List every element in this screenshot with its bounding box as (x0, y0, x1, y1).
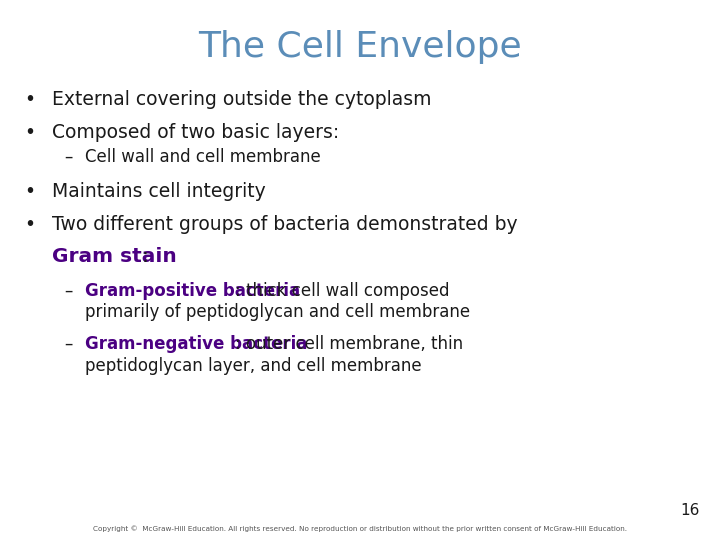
Text: Copyright ©  McGraw-Hill Education. All rights reserved. No reproduction or dist: Copyright © McGraw-Hill Education. All r… (93, 525, 627, 532)
Text: •: • (24, 182, 35, 201)
Text: :: : (142, 247, 149, 266)
Text: Composed of two basic layers:: Composed of two basic layers: (52, 123, 339, 142)
Text: –: – (64, 282, 72, 300)
Text: Cell wall and cell membrane: Cell wall and cell membrane (85, 148, 320, 166)
Text: •: • (24, 215, 35, 234)
Text: •: • (24, 123, 35, 142)
Text: –: – (64, 148, 72, 166)
Text: Maintains cell integrity: Maintains cell integrity (52, 182, 266, 201)
Text: Gram-positive bacteria: Gram-positive bacteria (85, 282, 300, 300)
Text: –: – (64, 335, 72, 353)
Text: Gram stain: Gram stain (52, 247, 176, 266)
Text: peptidoglycan layer, and cell membrane: peptidoglycan layer, and cell membrane (85, 357, 422, 375)
Text: : thick cell wall composed: : thick cell wall composed (235, 282, 449, 300)
Text: The Cell Envelope: The Cell Envelope (198, 30, 522, 64)
Text: : outer cell membrane, thin: : outer cell membrane, thin (235, 335, 463, 353)
Text: Gram-negative bacteria: Gram-negative bacteria (85, 335, 307, 353)
Text: primarily of peptidoglycan and cell membrane: primarily of peptidoglycan and cell memb… (85, 303, 470, 321)
Text: 16: 16 (680, 503, 700, 518)
Text: •: • (24, 90, 35, 109)
Text: External covering outside the cytoplasm: External covering outside the cytoplasm (52, 90, 431, 109)
Text: Two different groups of bacteria demonstrated by: Two different groups of bacteria demonst… (52, 215, 518, 234)
